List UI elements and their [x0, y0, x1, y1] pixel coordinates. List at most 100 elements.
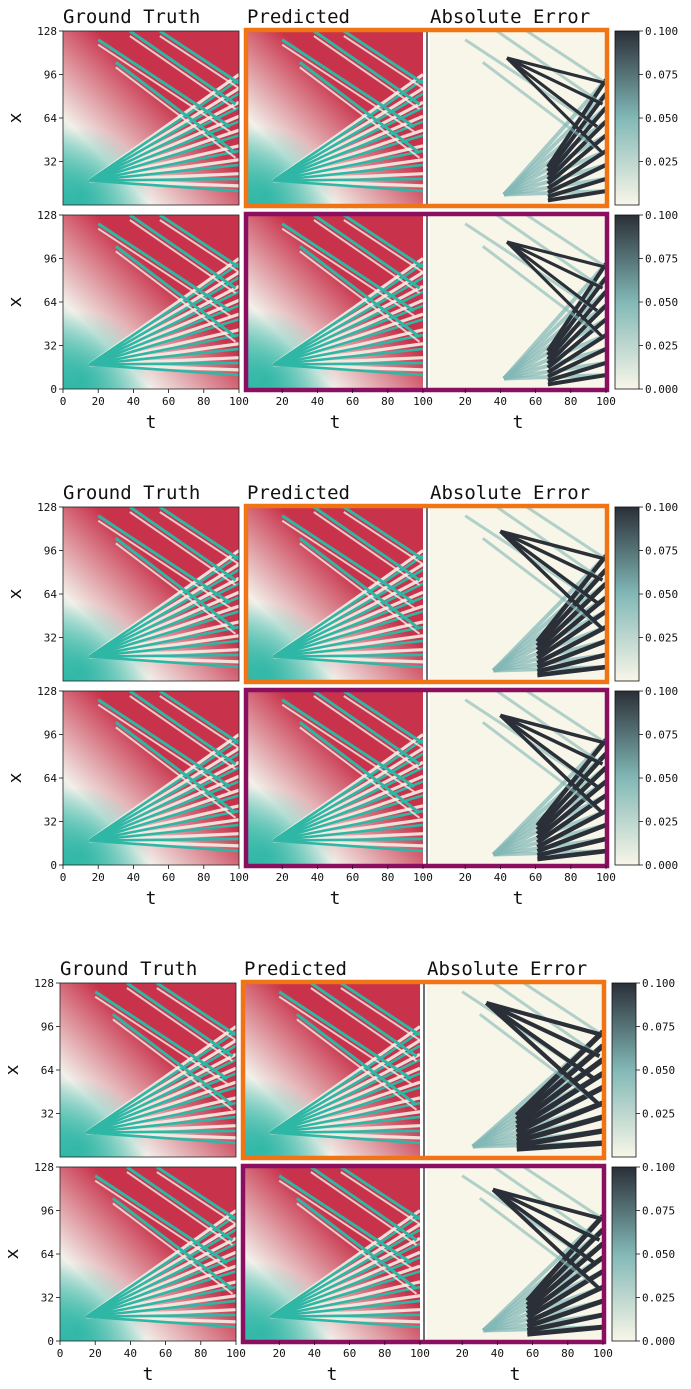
wave-stripe	[272, 752, 423, 842]
light-stripe	[281, 43, 415, 133]
error-streak	[527, 1324, 603, 1337]
wave-stripe	[273, 639, 423, 658]
wave-stripe	[88, 752, 239, 842]
wave-stripe	[278, 1174, 413, 1264]
y-tick-label: 0	[50, 383, 57, 396]
wave-stripe	[281, 38, 416, 128]
wave-stripe	[155, 1167, 236, 1221]
wave-stripe	[88, 582, 239, 658]
x-tick-label: 20	[92, 395, 105, 408]
x-tick-label: 40	[127, 871, 140, 884]
wave-stripe	[89, 361, 239, 366]
colorbar-tick-label: 0.050	[645, 772, 678, 785]
x-tick-label: 80	[564, 871, 577, 884]
wave-stripe	[85, 1030, 236, 1134]
light-stripe	[313, 695, 421, 770]
x-tick-label: 40	[308, 1347, 321, 1360]
wave-stripe	[97, 38, 232, 128]
wave-stripe	[310, 983, 418, 1058]
wave-stripe	[272, 92, 423, 182]
wave-stripe	[313, 215, 421, 290]
purple-highlight-frame	[240, 1163, 607, 1345]
error-streak	[505, 240, 604, 338]
error-streak	[485, 1001, 596, 1081]
error-streak	[526, 1284, 603, 1325]
y-tick-label: 32	[44, 816, 57, 829]
y-tick-label: 128	[37, 685, 57, 698]
colorbar	[614, 506, 640, 682]
y-tick-label: 128	[37, 501, 57, 514]
colorbar-tick-label: 0.075	[645, 729, 678, 742]
light-stripe	[115, 542, 237, 635]
wave-stripe	[270, 1129, 420, 1134]
error-streak	[546, 333, 606, 375]
x-tick-label: 40	[491, 1347, 504, 1360]
wave-stripe	[273, 163, 423, 182]
light-stripe	[156, 1171, 236, 1226]
wave-stripe	[273, 363, 423, 377]
x-tick-label: 40	[127, 395, 140, 408]
x-tick-label: 80	[564, 395, 577, 408]
light-stripe	[313, 219, 421, 294]
wave-stripe	[114, 61, 237, 154]
error-streak	[499, 713, 604, 766]
error-streak	[515, 1071, 603, 1131]
error-streak	[485, 1001, 603, 1038]
wave-stripe	[270, 1115, 420, 1134]
x-tick-label: 60	[162, 871, 175, 884]
x-tick-label: 60	[343, 1347, 356, 1360]
wave-stripe	[295, 1013, 418, 1106]
x-tick-label: 100	[413, 395, 433, 408]
light-stripe	[159, 695, 239, 750]
x-axis-label: t	[330, 412, 341, 433]
error-streak	[522, 983, 603, 1037]
x-axis-label: t	[143, 1364, 154, 1385]
panel-title-predicted: Predicted	[244, 958, 347, 980]
x-tick-label: 20	[276, 871, 289, 884]
colorbar-tick-label: 0.000	[642, 1335, 675, 1348]
wave-stripe	[89, 837, 239, 842]
wave-stripe	[272, 568, 423, 658]
x-tick-label: 0	[60, 871, 67, 884]
wave-stripe	[88, 780, 239, 842]
error-streak	[506, 240, 604, 290]
colorbar-tick-label: 0.100	[645, 25, 678, 38]
light-stripe	[112, 1202, 234, 1295]
y-tick-label: 32	[41, 1108, 54, 1121]
colorbar-tick-label: 0.050	[645, 588, 678, 601]
error-streak	[547, 176, 606, 199]
wave-stripe	[342, 215, 423, 269]
light-stripe	[299, 250, 421, 343]
light-stripe	[296, 1202, 418, 1295]
light-stripe	[159, 35, 239, 90]
wave-stripe	[86, 1315, 236, 1329]
y-tick-label: 32	[44, 632, 57, 645]
wave-stripe	[269, 1256, 420, 1318]
x-tick-label: 100	[410, 1347, 430, 1360]
x-tick-label: 80	[197, 395, 210, 408]
light-stripe	[343, 511, 423, 566]
light-stripe	[97, 519, 231, 609]
x-axis-label: t	[510, 1364, 521, 1385]
wave-stripe	[273, 610, 423, 658]
x-tick-label: 100	[593, 1347, 613, 1360]
wave-stripe	[85, 1072, 236, 1134]
x-tick-label: 80	[194, 1347, 207, 1360]
wave-stripe	[270, 1270, 420, 1318]
y-tick-label: 0	[47, 1335, 54, 1348]
x-axis-label: t	[146, 412, 157, 433]
wave-stripe	[298, 721, 421, 814]
x-tick-label: 100	[229, 395, 249, 408]
wave-stripe	[298, 245, 421, 338]
light-stripe	[129, 35, 237, 110]
wave-stripe	[85, 1044, 236, 1134]
light-stripe	[112, 1018, 234, 1111]
light-stripe	[94, 1179, 228, 1269]
x-tick-label: 80	[561, 1347, 574, 1360]
error-streak	[526, 1312, 603, 1333]
error-streak	[516, 1140, 603, 1152]
wave-stripe	[88, 106, 239, 182]
wave-stripe	[272, 276, 423, 366]
error-streak	[481, 61, 604, 154]
wave-stripe	[89, 177, 239, 182]
